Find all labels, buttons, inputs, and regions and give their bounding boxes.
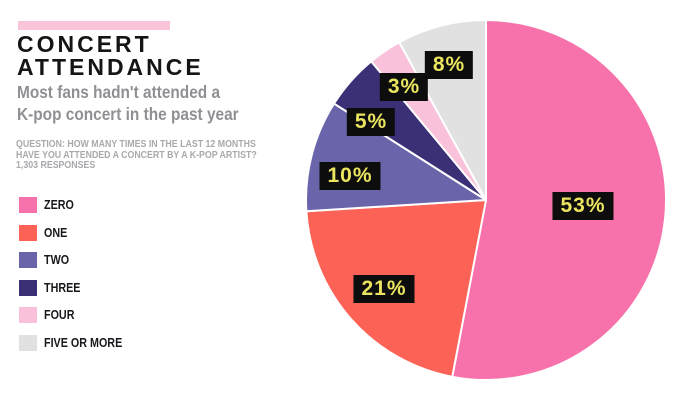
legend-item-two: TWO xyxy=(19,252,135,268)
title-line-2: ATTENDANCE xyxy=(17,53,204,80)
question-line-1: QUESTION: HOW MANY TIMES IN THE LAST 12 … xyxy=(16,139,256,150)
page-title: CONCERT ATTENDANCE xyxy=(17,33,204,78)
legend-swatch-three xyxy=(19,279,37,296)
question-line-2: HAVE YOU ATTENDED A CONCERT BY A K-POP A… xyxy=(16,149,257,161)
legend-label-two: TWO xyxy=(44,253,70,267)
question-text: QUESTION: HOW MANY TIMES IN THE LAST 12 … xyxy=(16,139,257,172)
legend-item-four: FOUR xyxy=(19,307,135,323)
legend-label-four: FOUR xyxy=(44,308,75,322)
legend-label-one: ONE xyxy=(44,225,68,240)
subtitle-line-1: Most fans hadn't attended a xyxy=(17,82,221,102)
legend-swatch-zero xyxy=(19,197,37,213)
legend-swatch-four xyxy=(19,307,37,323)
legend-label-three: THREE xyxy=(44,280,81,295)
legend-item-three: THREE xyxy=(19,279,135,296)
title-line-1: CONCERT xyxy=(17,31,152,57)
legend-item-zero: ZERO xyxy=(19,197,135,213)
legend-swatch-five-or-more xyxy=(19,334,37,351)
legend-swatch-two xyxy=(19,252,37,268)
legend: ZERO ONE TWO THREE FOUR FIVE OR MORE xyxy=(19,197,135,362)
legend-label-five-or-more: FIVE OR MORE xyxy=(44,335,123,350)
legend-label-zero: ZERO xyxy=(44,198,74,212)
subtitle: Most fans hadn't attended a K-pop concert… xyxy=(17,82,239,125)
subtitle-line-2: K-pop concert in the past year xyxy=(17,103,239,124)
question-line-3: 1,303 RESPONSES xyxy=(16,160,96,171)
accent-bar xyxy=(18,21,170,30)
legend-item-one: ONE xyxy=(19,224,135,241)
legend-swatch-one xyxy=(19,224,37,241)
legend-item-five-or-more: FIVE OR MORE xyxy=(19,334,135,351)
